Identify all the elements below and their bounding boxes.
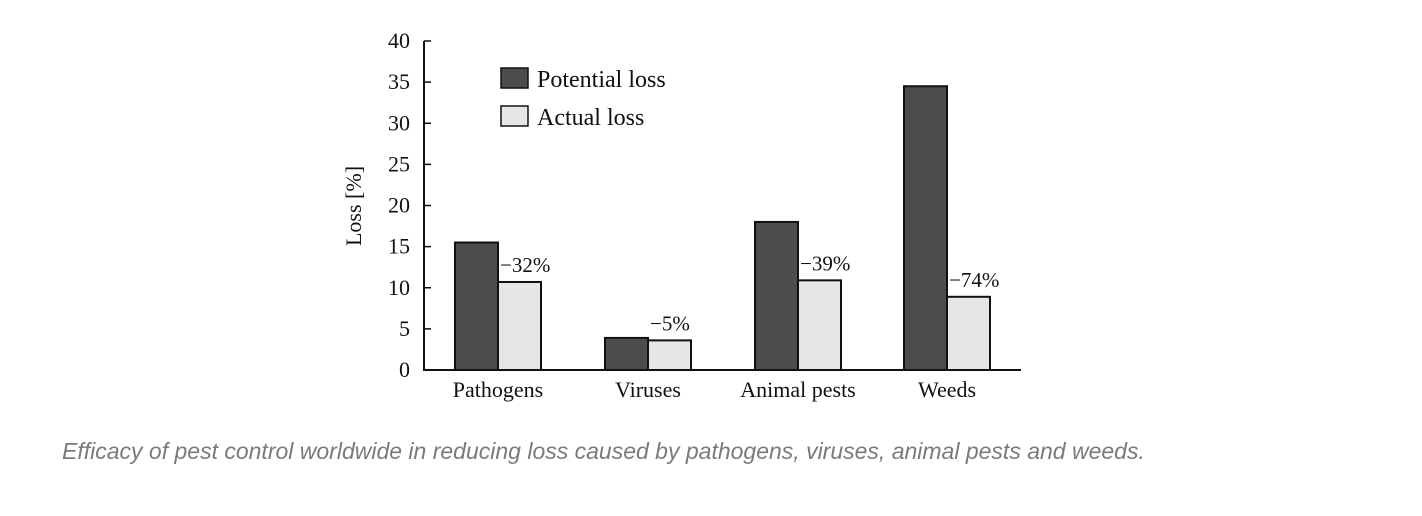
- y-tick-label: 0: [399, 357, 410, 382]
- x-tick-label: Pathogens: [453, 377, 543, 402]
- y-tick-label: 10: [388, 275, 410, 300]
- y-tick-label: 25: [388, 151, 410, 176]
- chart-bars: [454, 85, 991, 372]
- reduction-annotation: −5%: [650, 311, 690, 335]
- bar-potential-animal-pests: [754, 220, 799, 371]
- reduction-annotation: −74%: [949, 268, 999, 292]
- y-tick-label: 5: [399, 316, 410, 341]
- y-tick-label: 15: [388, 234, 410, 259]
- figure-caption: Efficacy of pest control worldwide in re…: [62, 438, 1145, 464]
- legend-swatch-actual: [500, 105, 529, 127]
- chart-labels: 0 5 10 15 20 25 30 35 40 Loss [%] Pathogens −32% Vir…: [341, 28, 999, 402]
- bar-actual-animal-pests: [797, 279, 842, 371]
- y-tick-label: 35: [388, 69, 410, 94]
- x-tick-label: Weeds: [918, 377, 976, 402]
- legend-label-potential: Potential loss: [537, 67, 666, 93]
- x-tick-label: Animal pests: [740, 377, 856, 402]
- reduction-annotation: −39%: [800, 251, 850, 275]
- reduction-annotation: −32%: [500, 253, 550, 277]
- bar-potential-weeds: [903, 85, 948, 372]
- x-tick-label: Viruses: [615, 377, 681, 402]
- y-tick-label: 40: [388, 28, 410, 53]
- chart-legend: Potential loss Actual loss: [500, 67, 666, 131]
- legend-label-actual: Actual loss: [537, 105, 644, 131]
- bar-actual-weeds: [946, 295, 991, 371]
- bar-potential-viruses: [604, 336, 649, 371]
- bar-actual-viruses: [647, 339, 692, 372]
- y-tick-label: 20: [388, 193, 410, 218]
- bar-potential-pathogens: [454, 241, 499, 371]
- y-tick-label: 30: [388, 110, 410, 135]
- bar-actual-pathogens: [497, 280, 542, 371]
- y-axis-label: Loss [%]: [341, 166, 366, 246]
- legend-swatch-potential: [500, 67, 529, 89]
